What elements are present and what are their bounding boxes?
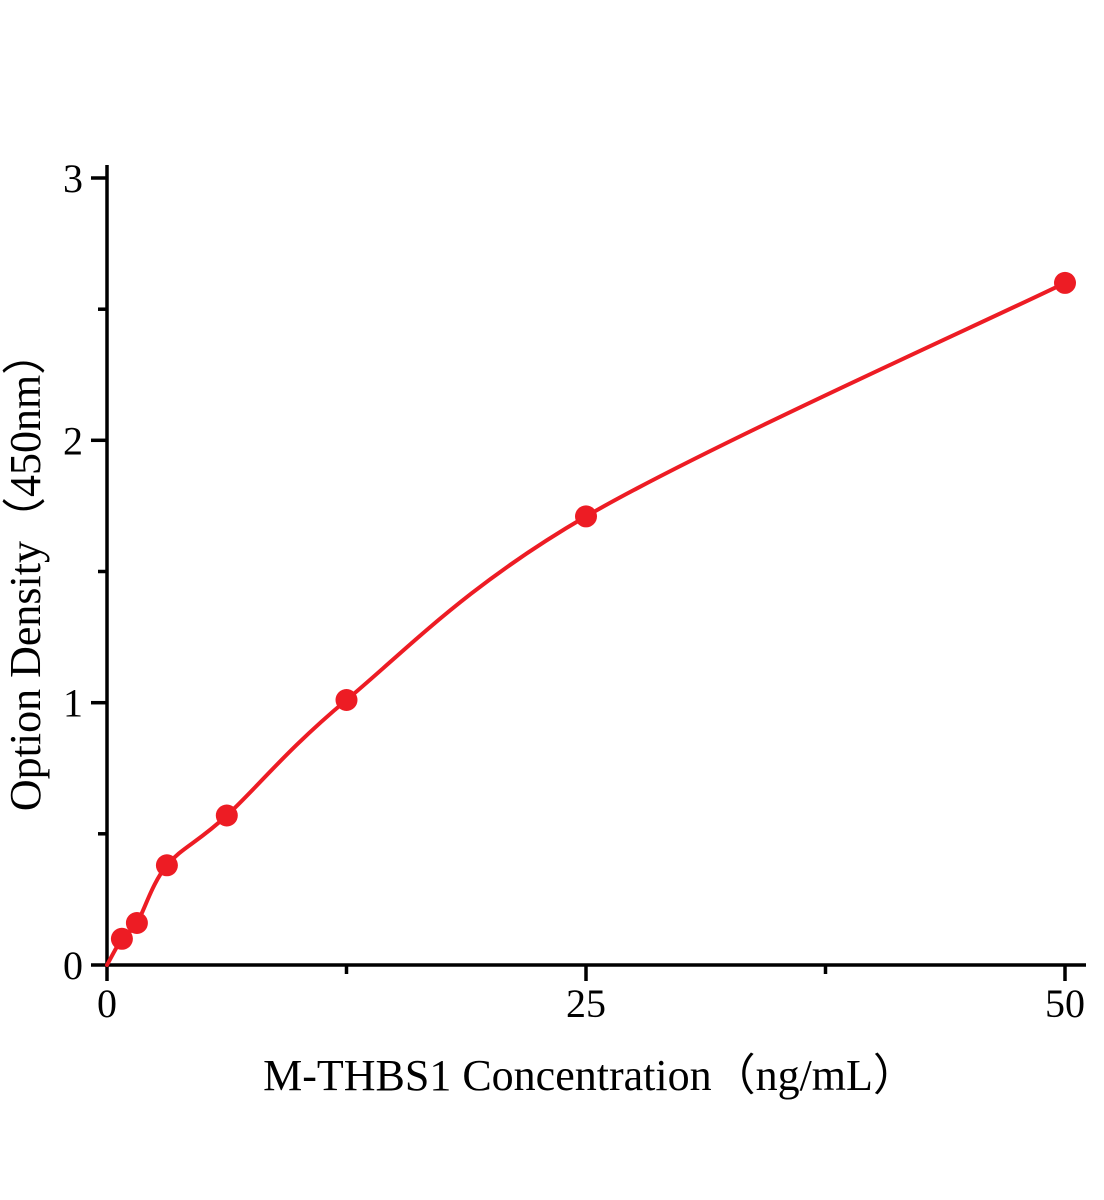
data-point xyxy=(215,804,238,827)
y-axis-title: Option Density（450nm） xyxy=(1,331,50,811)
y-tick-label: 0 xyxy=(63,943,83,988)
y-tick-label: 3 xyxy=(63,156,83,201)
x-tick-label: 0 xyxy=(97,981,117,1026)
y-tick-label: 2 xyxy=(63,418,83,463)
axes-spine xyxy=(105,165,1086,967)
data-point xyxy=(575,505,597,528)
data-point xyxy=(335,689,358,711)
x-axis-title: M-THBS1 Concentration（ng/mL） xyxy=(263,1051,917,1100)
y-tick-label: 1 xyxy=(63,681,83,726)
x-tick-label: 50 xyxy=(1045,981,1085,1026)
x-tick-label: 25 xyxy=(566,981,606,1026)
data-point xyxy=(110,927,133,950)
data-point xyxy=(1054,271,1076,294)
data-point xyxy=(125,912,148,934)
curve-line xyxy=(105,280,1067,967)
data-point xyxy=(155,854,178,877)
